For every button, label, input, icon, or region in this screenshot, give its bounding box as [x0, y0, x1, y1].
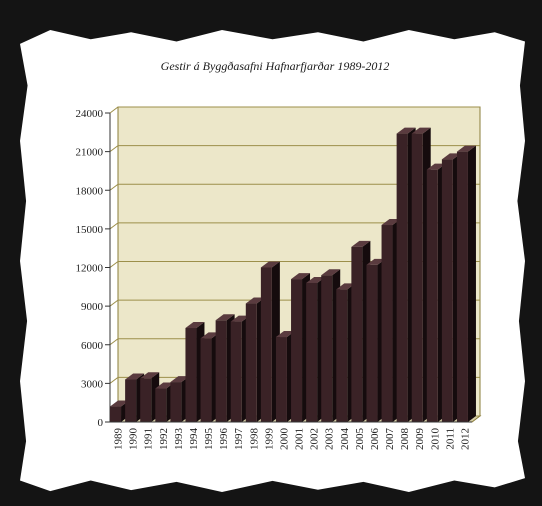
- x-tick-label: 2007: [384, 428, 396, 451]
- bar-top: [170, 376, 190, 383]
- y-tick-label: 18000: [76, 185, 104, 197]
- bar-top: [275, 331, 295, 338]
- bar-top: [456, 145, 476, 152]
- x-tick-label: 2009: [414, 428, 426, 451]
- bar-top: [245, 297, 265, 304]
- x-tick-label: 2012: [459, 428, 471, 450]
- bar-front: [260, 267, 272, 422]
- x-tick-label: 1991: [143, 428, 155, 450]
- x-tick-label: 2008: [399, 428, 411, 451]
- bar: [456, 145, 476, 422]
- y-tick-label: 21000: [76, 147, 104, 159]
- bar-front: [366, 264, 378, 422]
- y-tick-label: 3000: [81, 378, 104, 390]
- bar-top: [155, 382, 175, 389]
- x-tick-label: 1993: [173, 428, 185, 451]
- gridline: [109, 222, 480, 230]
- bar-front: [245, 303, 257, 422]
- bar-top: [351, 240, 371, 247]
- x-tick-label: 1996: [218, 428, 230, 451]
- gridline: [109, 106, 480, 114]
- chart-title: Gestir á Byggðasafni Hafnarfjarðar 1989-…: [161, 59, 390, 73]
- bar-front: [291, 279, 303, 422]
- x-tick-label: 2005: [354, 428, 366, 451]
- bar-front: [321, 275, 333, 422]
- bar-front: [140, 378, 152, 422]
- x-tick-label: 1990: [128, 428, 140, 451]
- x-tick-label: 1999: [263, 428, 275, 451]
- bar-top: [140, 372, 160, 379]
- bar-side: [467, 145, 476, 422]
- bar-front: [411, 133, 423, 422]
- bar-top: [381, 219, 401, 226]
- x-tick-label: 2010: [429, 428, 441, 451]
- bar-front: [306, 282, 318, 422]
- bar-front: [275, 337, 287, 422]
- bar-front: [185, 328, 197, 422]
- bar-front: [230, 321, 242, 422]
- bar-top: [306, 276, 326, 283]
- bar-top: [441, 153, 461, 160]
- bar-top: [411, 127, 431, 134]
- y-tick-label: 9000: [81, 301, 104, 313]
- x-tick-label: 1992: [158, 428, 170, 450]
- bar-top: [260, 261, 280, 268]
- y-tick-label: 24000: [76, 108, 104, 120]
- x-tick-label: 2004: [339, 428, 351, 451]
- x-tick-label: 2002: [309, 428, 321, 450]
- bar-front: [125, 379, 137, 422]
- bar-front: [441, 159, 453, 422]
- bar-front: [456, 151, 468, 422]
- bar-front: [381, 225, 393, 422]
- bar-top: [185, 322, 205, 329]
- bar-front: [336, 289, 348, 422]
- gridline: [109, 145, 480, 153]
- y-tick-label: 15000: [76, 224, 104, 236]
- x-tick-label: 1998: [248, 428, 260, 451]
- x-tick-label: 1989: [113, 428, 125, 451]
- bar-front: [110, 406, 122, 422]
- x-tick-label: 2003: [324, 428, 336, 451]
- bar-top: [336, 283, 356, 290]
- bar-top: [366, 258, 386, 265]
- bar-top: [396, 127, 416, 134]
- y-tick-label: 6000: [81, 340, 104, 352]
- bar-top: [200, 332, 220, 339]
- bar-front: [351, 246, 363, 422]
- bar-front: [215, 320, 227, 422]
- gridline: [109, 183, 480, 191]
- y-tick-label: 12000: [76, 263, 104, 275]
- x-tick-label: 1997: [233, 428, 245, 451]
- bar-top: [291, 273, 311, 280]
- x-tick-label: 2006: [369, 428, 381, 451]
- bar-front: [200, 338, 212, 422]
- bar-front: [396, 133, 408, 422]
- x-tick-label: 2011: [444, 428, 456, 450]
- x-tick-label: 1994: [188, 428, 200, 451]
- bar-front: [155, 388, 167, 422]
- bar-top: [426, 163, 446, 170]
- bar-front: [426, 169, 438, 422]
- x-tick-label: 2001: [294, 428, 306, 450]
- bar-top: [321, 269, 341, 276]
- x-tick-label: 2000: [278, 428, 290, 451]
- x-tick-label: 1995: [203, 428, 215, 451]
- bar-top: [125, 373, 145, 380]
- bar-top: [230, 315, 250, 322]
- bar-top: [215, 314, 235, 321]
- bar-front: [170, 382, 182, 422]
- y-tick-label: 0: [98, 417, 104, 429]
- bar-top: [110, 400, 130, 407]
